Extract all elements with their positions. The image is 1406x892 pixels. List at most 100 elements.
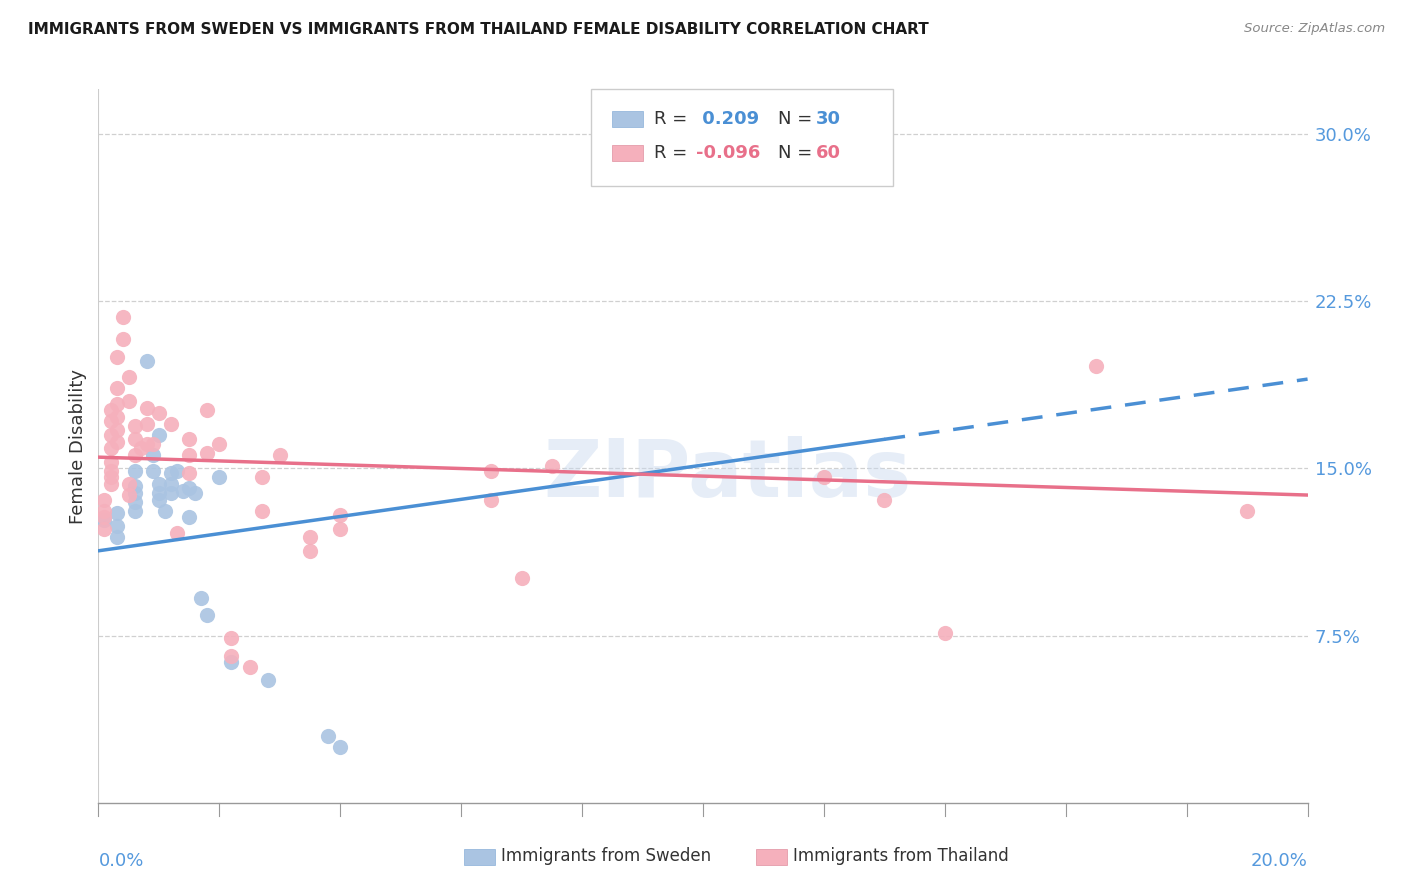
Point — [100, 427, 122, 442]
Point — [221, 648, 243, 663]
Point — [100, 414, 122, 428]
Point — [100, 403, 122, 417]
Point — [221, 631, 243, 645]
Point — [179, 510, 201, 524]
Point — [124, 485, 146, 500]
Point — [124, 494, 146, 508]
Point — [148, 476, 170, 491]
Point — [934, 626, 956, 640]
Point — [124, 479, 146, 493]
Point — [105, 424, 128, 438]
Point — [105, 530, 128, 544]
Point — [124, 419, 146, 434]
Point — [1085, 359, 1108, 373]
Point — [93, 510, 115, 524]
Point — [160, 476, 183, 491]
Point — [481, 464, 503, 478]
Point — [148, 492, 170, 507]
Point — [250, 503, 273, 517]
Point — [142, 464, 165, 478]
Point — [142, 436, 165, 450]
Point — [105, 506, 128, 520]
Point — [1236, 503, 1258, 517]
Point — [100, 455, 122, 469]
Text: Source: ZipAtlas.com: Source: ZipAtlas.com — [1244, 22, 1385, 36]
Point — [124, 448, 146, 462]
Point — [329, 740, 352, 755]
Text: IMMIGRANTS FROM SWEDEN VS IMMIGRANTS FROM THAILAND FEMALE DISABILITY CORRELATION: IMMIGRANTS FROM SWEDEN VS IMMIGRANTS FRO… — [28, 22, 929, 37]
Point — [142, 448, 165, 462]
Point — [111, 332, 134, 346]
Point — [239, 660, 262, 674]
Point — [135, 354, 157, 368]
Point — [160, 485, 183, 500]
Point — [118, 369, 141, 384]
Point — [93, 521, 115, 535]
Point — [111, 310, 134, 324]
Text: Immigrants from Thailand: Immigrants from Thailand — [793, 847, 1008, 865]
Point — [195, 446, 218, 460]
Point — [179, 482, 201, 496]
Point — [100, 476, 122, 491]
Point — [105, 519, 128, 533]
Point — [873, 492, 896, 507]
Point — [190, 591, 212, 605]
Point — [250, 470, 273, 484]
Text: Immigrants from Sweden: Immigrants from Sweden — [501, 847, 710, 865]
Point — [256, 673, 278, 687]
Point — [148, 427, 170, 442]
Text: 20.0%: 20.0% — [1251, 852, 1308, 870]
Point — [135, 417, 157, 431]
Y-axis label: Female Disability: Female Disability — [69, 368, 87, 524]
Point — [93, 503, 115, 517]
Point — [172, 483, 194, 498]
Text: R =: R = — [654, 110, 693, 128]
Point — [195, 403, 218, 417]
Point — [179, 448, 201, 462]
Point — [299, 543, 322, 558]
Point — [118, 488, 141, 502]
Text: ZIPatlas: ZIPatlas — [543, 435, 911, 514]
Point — [540, 459, 562, 474]
Point — [100, 464, 122, 478]
Text: -0.096: -0.096 — [696, 144, 761, 161]
Point — [129, 442, 152, 455]
Point — [105, 350, 128, 364]
Point — [124, 503, 146, 517]
Point — [221, 655, 243, 669]
Point — [100, 442, 122, 455]
Text: N =: N = — [778, 144, 817, 161]
Point — [269, 448, 291, 462]
Point — [148, 485, 170, 500]
Point — [105, 410, 128, 425]
Point — [160, 466, 183, 480]
Point — [510, 571, 533, 585]
Point — [153, 503, 176, 517]
Point — [100, 470, 122, 484]
Text: 60: 60 — [815, 144, 841, 161]
Point — [813, 470, 835, 484]
Point — [166, 464, 188, 478]
Text: N =: N = — [778, 110, 817, 128]
Point — [118, 394, 141, 409]
Point — [316, 729, 339, 743]
Point — [124, 433, 146, 447]
Point — [299, 530, 322, 544]
Point — [166, 526, 188, 541]
Point — [329, 508, 352, 523]
Point — [105, 381, 128, 395]
Point — [195, 608, 218, 623]
Point — [148, 405, 170, 420]
Point — [179, 466, 201, 480]
Point — [135, 401, 157, 416]
Point — [118, 476, 141, 491]
Point — [105, 396, 128, 410]
Point — [135, 436, 157, 450]
Point — [105, 434, 128, 449]
Text: 0.0%: 0.0% — [98, 852, 143, 870]
Point — [208, 470, 231, 484]
Point — [184, 485, 207, 500]
Point — [93, 512, 115, 526]
Text: 0.209: 0.209 — [696, 110, 759, 128]
Point — [124, 464, 146, 478]
